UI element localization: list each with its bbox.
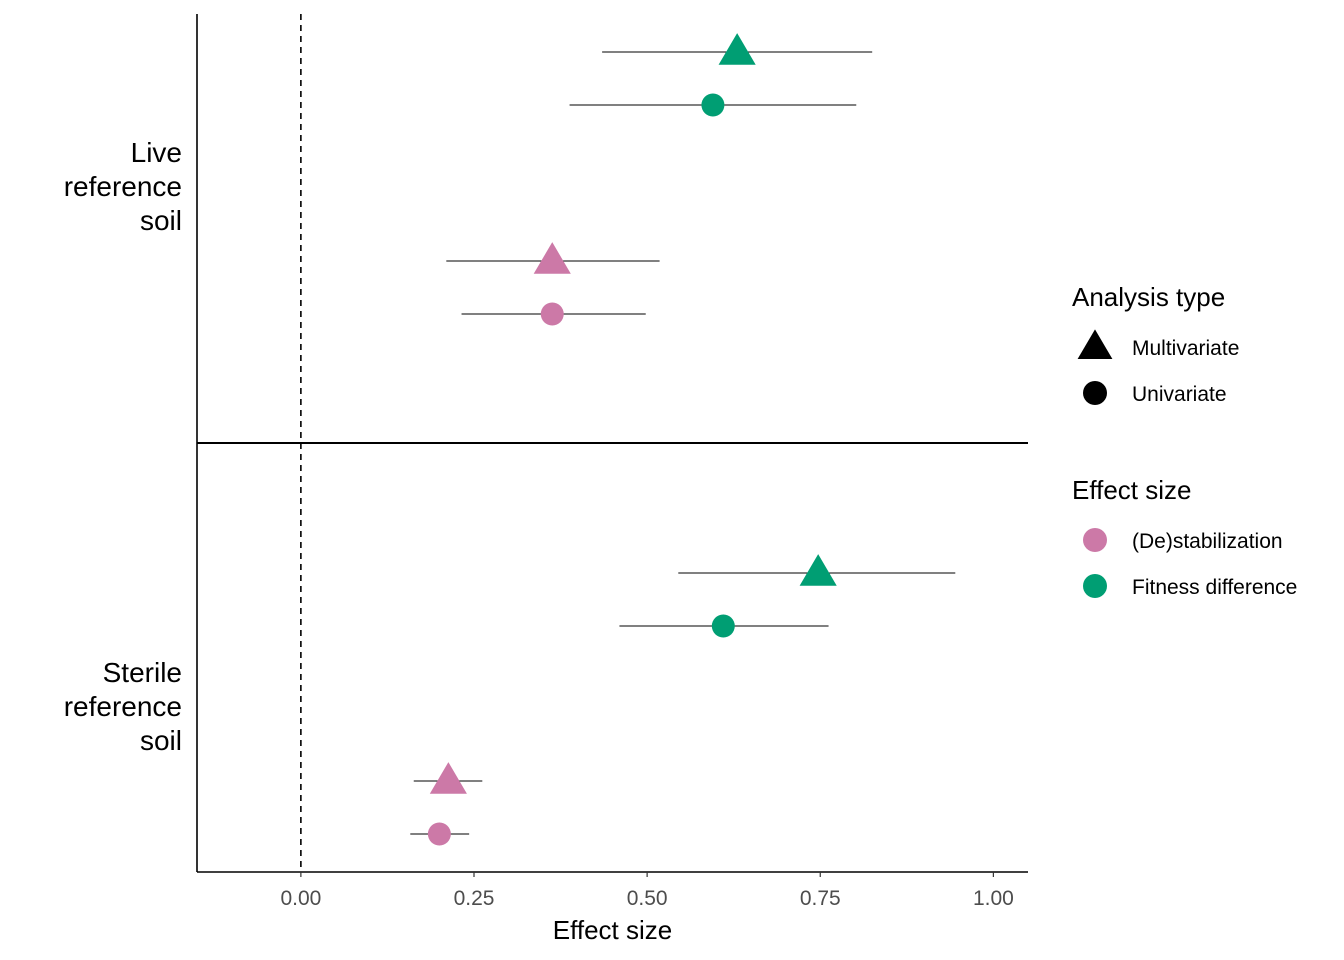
panel-label-line: reference (64, 691, 182, 722)
legend-title: Effect size (1072, 475, 1191, 505)
point-triangle (429, 762, 467, 794)
legend-key-circle (1083, 574, 1107, 598)
x-tick-label: 0.00 (280, 887, 321, 910)
x-tick-label: 0.25 (454, 887, 495, 910)
panel-label-line: reference (64, 171, 182, 202)
panel-label-line: soil (140, 725, 182, 756)
panel-label-line: Sterile (103, 657, 182, 688)
point-circle (711, 614, 735, 638)
x-tick-label: 0.50 (627, 887, 668, 910)
legend-item-label: Fitness difference (1132, 576, 1297, 599)
legend-title: Analysis type (1072, 282, 1225, 312)
x-axis-title: Effect size (553, 915, 672, 945)
panel-label-line: soil (140, 205, 182, 236)
legend-item-label: Multivariate (1132, 337, 1239, 360)
legend-key-triangle (1077, 329, 1113, 359)
legend-key-circle (1083, 381, 1107, 405)
legend-key-circle (1083, 528, 1107, 552)
axes-layer (196, 14, 1028, 877)
point-circle (540, 302, 564, 326)
point-circle (427, 822, 451, 846)
legend-item-label: Univariate (1132, 383, 1227, 406)
legend-item-label: (De)stabilization (1132, 530, 1283, 553)
panel-label-line: Live (131, 137, 182, 168)
legend: Analysis type Multivariate Univariate Effec… (1072, 282, 1297, 599)
point-triangle (799, 554, 837, 586)
point-circle (701, 93, 725, 117)
labels-layer: Effect size 0.00 0.25 0.50 0.75 1.00Liverefe… (64, 137, 1014, 945)
x-tick-label: 0.75 (800, 887, 841, 910)
x-tick-label: 1.00 (973, 887, 1014, 910)
point-triangle (718, 33, 756, 65)
point-triangle (533, 242, 571, 274)
marks-layer (410, 33, 956, 846)
